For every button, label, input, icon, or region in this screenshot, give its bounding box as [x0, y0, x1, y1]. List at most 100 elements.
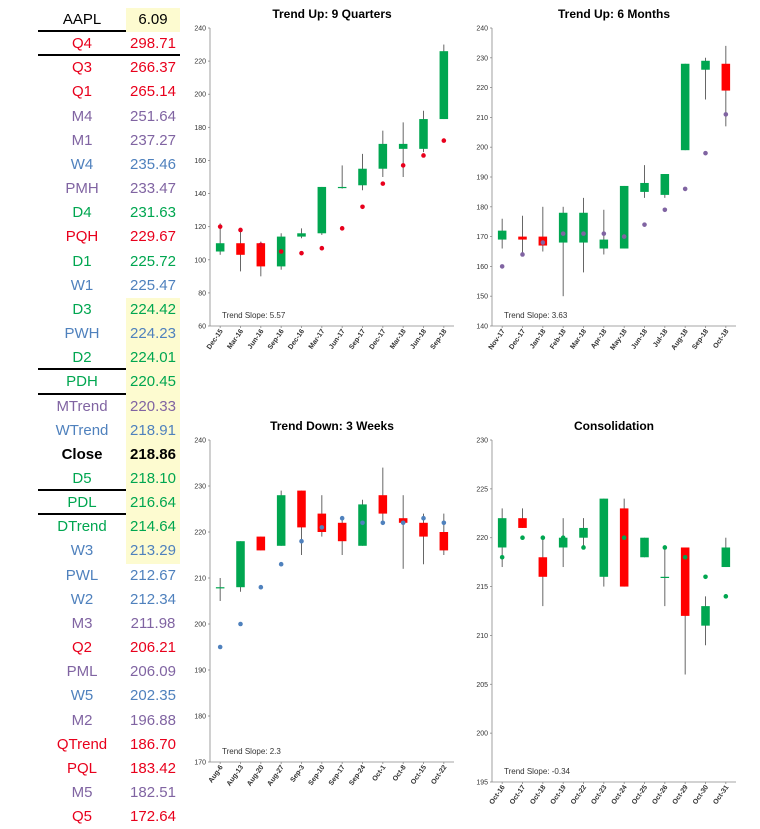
level-value: 218.86 [126, 442, 180, 467]
candle-body [680, 63, 690, 151]
level-name: Close [61, 445, 103, 463]
level-row: PWL 212.67 [38, 564, 180, 588]
x-tick-label: Sep-18 [430, 328, 449, 351]
level-value: 206.21 [130, 639, 176, 657]
x-tick-label: Nov-17 [488, 328, 507, 351]
y-tick-label: 180 [194, 125, 206, 132]
candle-body [439, 532, 449, 551]
level-value: 220.33 [126, 394, 180, 419]
x-tick-label: Mar-17 [308, 328, 327, 351]
candle-body [538, 557, 548, 577]
x-tick-label: Jun-18 [630, 328, 649, 351]
trend-dot [421, 153, 426, 158]
level-name: Q3 [71, 59, 92, 77]
level-name: WTrend [55, 421, 109, 439]
trend-dot [217, 644, 223, 650]
y-tick-label: 140 [194, 191, 206, 198]
x-tick-label: Aug-13 [226, 764, 245, 788]
level-name: DTrend [57, 518, 107, 536]
chart-title: Consolidation [574, 419, 654, 433]
level-name: PDH [66, 373, 98, 391]
level-value: 224.01 [126, 346, 180, 371]
level-row: PML 206.09 [38, 660, 180, 684]
level-row: W4 235.46 [38, 153, 180, 177]
y-tick-label: 220 [476, 85, 488, 92]
level-value: 218.91 [126, 418, 180, 443]
y-tick-label: 160 [476, 264, 488, 271]
x-tick-label: Jun-16 [247, 328, 266, 351]
level-name: Q1 [71, 83, 92, 101]
y-tick-label: 170 [476, 234, 488, 241]
trend-dot [581, 545, 586, 550]
trend-dot [703, 574, 708, 580]
x-tick-label: Sep-24 [348, 764, 367, 787]
level-value: 231.63 [130, 204, 176, 222]
level-row: D4 231.63 [38, 201, 180, 225]
ticker-value: 6.09 [126, 8, 180, 33]
level-row: Q4 298.71 [38, 32, 180, 57]
level-row: M3 211.98 [38, 612, 180, 636]
x-tick-label: Oct-30 [692, 784, 710, 806]
trend-dot [258, 242, 264, 248]
y-tick-label: 210 [476, 115, 488, 122]
y-tick-label: 200 [194, 622, 206, 629]
level-value: 202.35 [130, 687, 176, 705]
candle-body [236, 243, 245, 255]
level-value: 218.10 [126, 466, 180, 492]
candle-body [497, 518, 507, 548]
chart-trend-down-weeks: Trend Down: 3 Weeks 170 180 190 200 210 220 230… [194, 419, 458, 802]
trend-dot [400, 520, 406, 526]
level-name: Q4 [71, 35, 92, 53]
x-tick-label: Oct-22 [570, 784, 588, 806]
x-tick-label: Jan-18 [529, 328, 548, 350]
level-name: M2 [71, 711, 93, 729]
y-tick-label: 180 [194, 714, 206, 721]
level-name: D1 [72, 252, 92, 270]
level-value: 220.45 [126, 370, 180, 395]
x-tick-label: Sep-3 [289, 764, 306, 784]
trend-dot [621, 234, 627, 239]
level-name: W2 [70, 590, 94, 608]
x-tick-label: Oct-8 [392, 764, 408, 783]
trend-dot [441, 138, 447, 143]
trend-slope-annotation: Trend Slope: -0.34 [504, 767, 571, 776]
candle-body [599, 239, 609, 249]
y-tick-label: 195 [476, 780, 488, 787]
candle-body [215, 587, 225, 589]
trend-dot [278, 249, 284, 254]
level-rows: Q4 298.71 Q3 266.37 Q1 265.14 M4 251.64 M1 237.27… [38, 32, 180, 829]
y-tick-label: 210 [476, 633, 488, 640]
level-name: PQH [65, 228, 99, 246]
y-tick-label: 220 [194, 59, 206, 66]
y-tick-label: 225 [476, 486, 488, 493]
chart-title: Trend Up: 6 Months [558, 7, 670, 21]
trend-dot [380, 520, 386, 526]
chart-title: Trend Down: 3 Weeks [270, 419, 394, 433]
level-row: M1 237.27 [38, 129, 180, 153]
candle-body [599, 498, 609, 577]
y-tick-label: 230 [476, 55, 488, 62]
level-value: 196.88 [130, 711, 176, 729]
x-tick-label: Oct-1 [371, 764, 387, 783]
x-tick-label: Mar-18 [569, 328, 588, 351]
trend-dot [319, 525, 325, 530]
x-tick-label: Dec-15 [206, 328, 225, 351]
candle-body [337, 522, 347, 542]
levels-table: AAPL 6.09 Q4 298.71 Q3 266.37 Q1 265.14 M4 251.… [38, 8, 180, 829]
x-tick-label: Oct-31 [712, 784, 730, 806]
level-row: M2 196.88 [38, 709, 180, 733]
level-value: 186.70 [130, 735, 176, 753]
level-value: 182.51 [130, 784, 176, 801]
x-tick-label: Jul-18 [652, 328, 669, 349]
trend-slope-annotation: Trend Slope: 5.57 [222, 311, 286, 320]
level-row: MTrend 220.33 [38, 394, 180, 419]
level-name: M3 [71, 614, 93, 632]
x-tick-label: Jun-17 [328, 328, 347, 351]
x-tick-label: Oct-22 [430, 764, 448, 786]
level-value: 266.37 [130, 59, 176, 77]
x-tick-label: May-18 [609, 328, 628, 352]
x-tick-label: Dec-17 [508, 328, 527, 351]
x-tick-label: Aug-27 [266, 764, 285, 788]
level-name: Q5 [71, 808, 92, 826]
x-tick-label: Oct-25 [631, 784, 649, 806]
